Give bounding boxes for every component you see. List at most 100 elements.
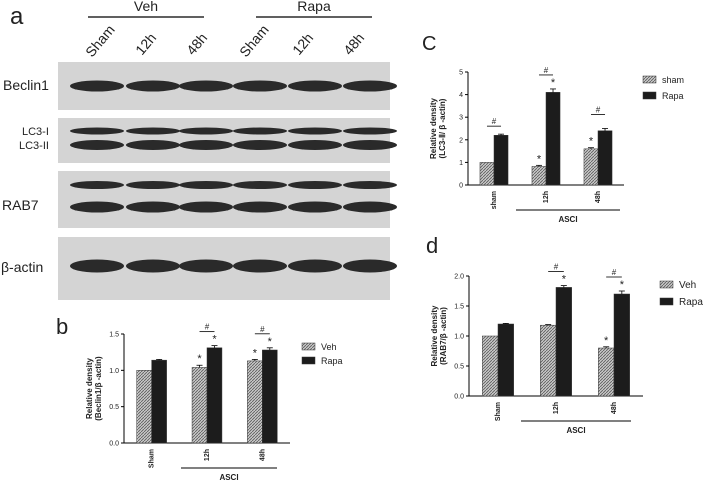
comparison-hash: #: [260, 325, 265, 334]
y-axis-label: Relative density: [85, 357, 94, 418]
blot-band: [288, 127, 342, 135]
panel-b: b 0.0 0.5 1.0 1.5 Relative density (Beclin1/β…: [56, 314, 343, 482]
bar: [247, 360, 263, 444]
significance-star: *: [551, 77, 556, 89]
comparison-hash: #: [205, 323, 210, 332]
y-tick-label: 0.5: [109, 404, 119, 411]
blot-band: [126, 181, 180, 189]
y-axis-label: (RAB7/β -actin): [439, 307, 448, 365]
blot-band: [233, 140, 287, 150]
panel-d-letter: d: [426, 233, 438, 258]
lane-label: 12h: [132, 30, 159, 58]
y-tick-label: 1.0: [454, 334, 464, 341]
blot-band: [70, 127, 124, 135]
significance-star: *: [212, 334, 217, 346]
group-label: ASCI: [558, 215, 577, 224]
blot-band: [233, 80, 287, 92]
blot-band: [343, 80, 397, 92]
panel-a-letter: a: [10, 3, 24, 30]
significance-star: *: [620, 279, 625, 291]
panel-c: C 0 1 2 3 4 5 Relative density (LC3-Ⅱ/ β -actin…: [422, 33, 684, 224]
y-tick-label: 5: [459, 70, 463, 77]
y-tick-label: 0.0: [109, 441, 119, 448]
y-tick-label: 0: [459, 183, 463, 190]
blot-band: [288, 140, 342, 150]
blot-band: [343, 140, 397, 150]
rapa-group-label: Rapa: [297, 0, 331, 14]
group-label: ASCI: [219, 473, 238, 482]
legend-label: Rapa: [679, 297, 703, 308]
lane-label: Sham: [82, 22, 118, 60]
significance-star: *: [253, 347, 258, 359]
blot-band: [179, 259, 233, 273]
row-label-beta-actin: β-actin: [1, 259, 43, 275]
y-tick-label: 1.5: [454, 304, 464, 311]
legend-swatch: [301, 356, 316, 365]
x-tick-label: 12h: [543, 191, 550, 203]
bar: [493, 135, 509, 186]
blot-band: [233, 201, 287, 213]
y-tick-label: 1: [459, 160, 463, 167]
comparison-hash: #: [612, 268, 617, 277]
legend-label: sham: [662, 75, 684, 85]
comparison-hash: #: [554, 263, 559, 272]
bar: [598, 347, 615, 397]
blot-band: [70, 140, 124, 150]
x-tick-label: Sham: [149, 449, 156, 468]
bar: [136, 370, 152, 444]
blot-band: [343, 181, 397, 189]
y-axis-label: Relative density: [429, 97, 438, 158]
blot-band: [179, 127, 233, 135]
x-tick-label: sham: [491, 191, 498, 209]
x-tick-label: 12h: [204, 449, 211, 461]
lane-label: 48h: [183, 30, 210, 58]
bar: [531, 166, 547, 186]
y-tick-label: 4: [459, 92, 463, 99]
panel-d: d 0.0 0.5 1.0 1.5 2.0 Relative density (RAB7/β…: [426, 233, 703, 435]
legend-label: Veh: [321, 342, 337, 352]
legend-label: Veh: [679, 280, 696, 291]
blot-band: [126, 201, 180, 213]
significance-star: *: [562, 274, 567, 286]
blot-band: [233, 181, 287, 189]
panel-c-letter: C: [422, 33, 436, 55]
lane-label: 48h: [340, 30, 367, 58]
significance-star: *: [197, 353, 202, 365]
legend-label: Rapa: [662, 91, 684, 101]
comparison-hash: #: [544, 66, 549, 75]
blot-band: [233, 259, 287, 273]
y-tick-label: 0.0: [454, 394, 464, 401]
blot-band: [288, 259, 342, 273]
comparison-hash: #: [596, 106, 601, 115]
y-tick-label: 0.5: [454, 364, 464, 371]
row-label-beclin1: Beclin1: [3, 77, 49, 93]
blot-band: [343, 201, 397, 213]
bar: [583, 148, 599, 186]
bar: [191, 367, 208, 444]
legend-swatch: [642, 91, 657, 100]
y-tick-label: 1.0: [109, 368, 119, 375]
blot-band: [343, 259, 397, 273]
bar: [497, 323, 514, 397]
blot-band: [126, 127, 180, 135]
legend-label: Rapa: [321, 356, 343, 366]
significance-star: *: [589, 136, 594, 148]
y-axis-label: (Beclin1/β -actin): [94, 356, 103, 421]
x-tick-label: 48h: [611, 402, 618, 414]
row-label-lc3-2: LC3-II: [19, 140, 49, 152]
panel-b-letter: b: [56, 314, 68, 339]
legend-swatch: [301, 342, 316, 351]
y-tick-label: 3: [459, 115, 463, 122]
bar: [540, 324, 557, 397]
blot-band: [343, 127, 397, 135]
bar: [613, 293, 630, 397]
comparison-hash: #: [492, 117, 497, 126]
panel-a: a Veh Rapa Sham 12h 48h Sham 12h 48h Bec…: [1, 0, 397, 300]
significance-star: *: [537, 153, 542, 165]
y-axis-label: Relative density: [430, 305, 439, 366]
bar: [479, 162, 495, 186]
blot-band: [70, 201, 124, 213]
x-tick-label: 12h: [553, 402, 560, 414]
significance-star: *: [268, 336, 273, 348]
row-label-rab7: RAB7: [2, 197, 39, 213]
